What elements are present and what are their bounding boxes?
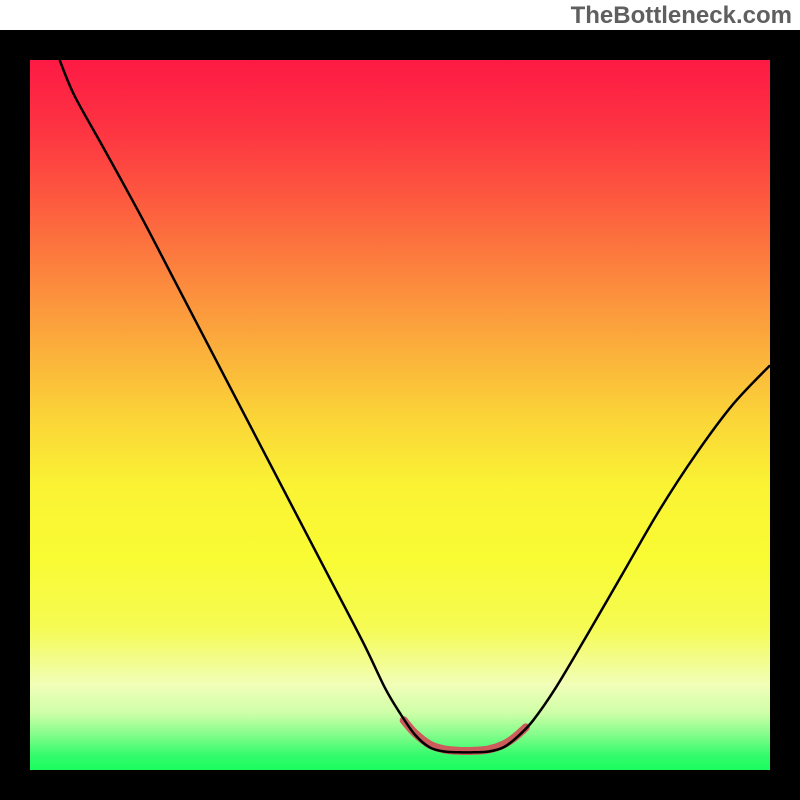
chart-svg [0,30,800,800]
chart-frame: TheBottleneck.com [0,0,800,800]
header-bar: TheBottleneck.com [0,0,800,30]
chart-plot [0,30,800,800]
attribution-text: TheBottleneck.com [571,2,792,29]
